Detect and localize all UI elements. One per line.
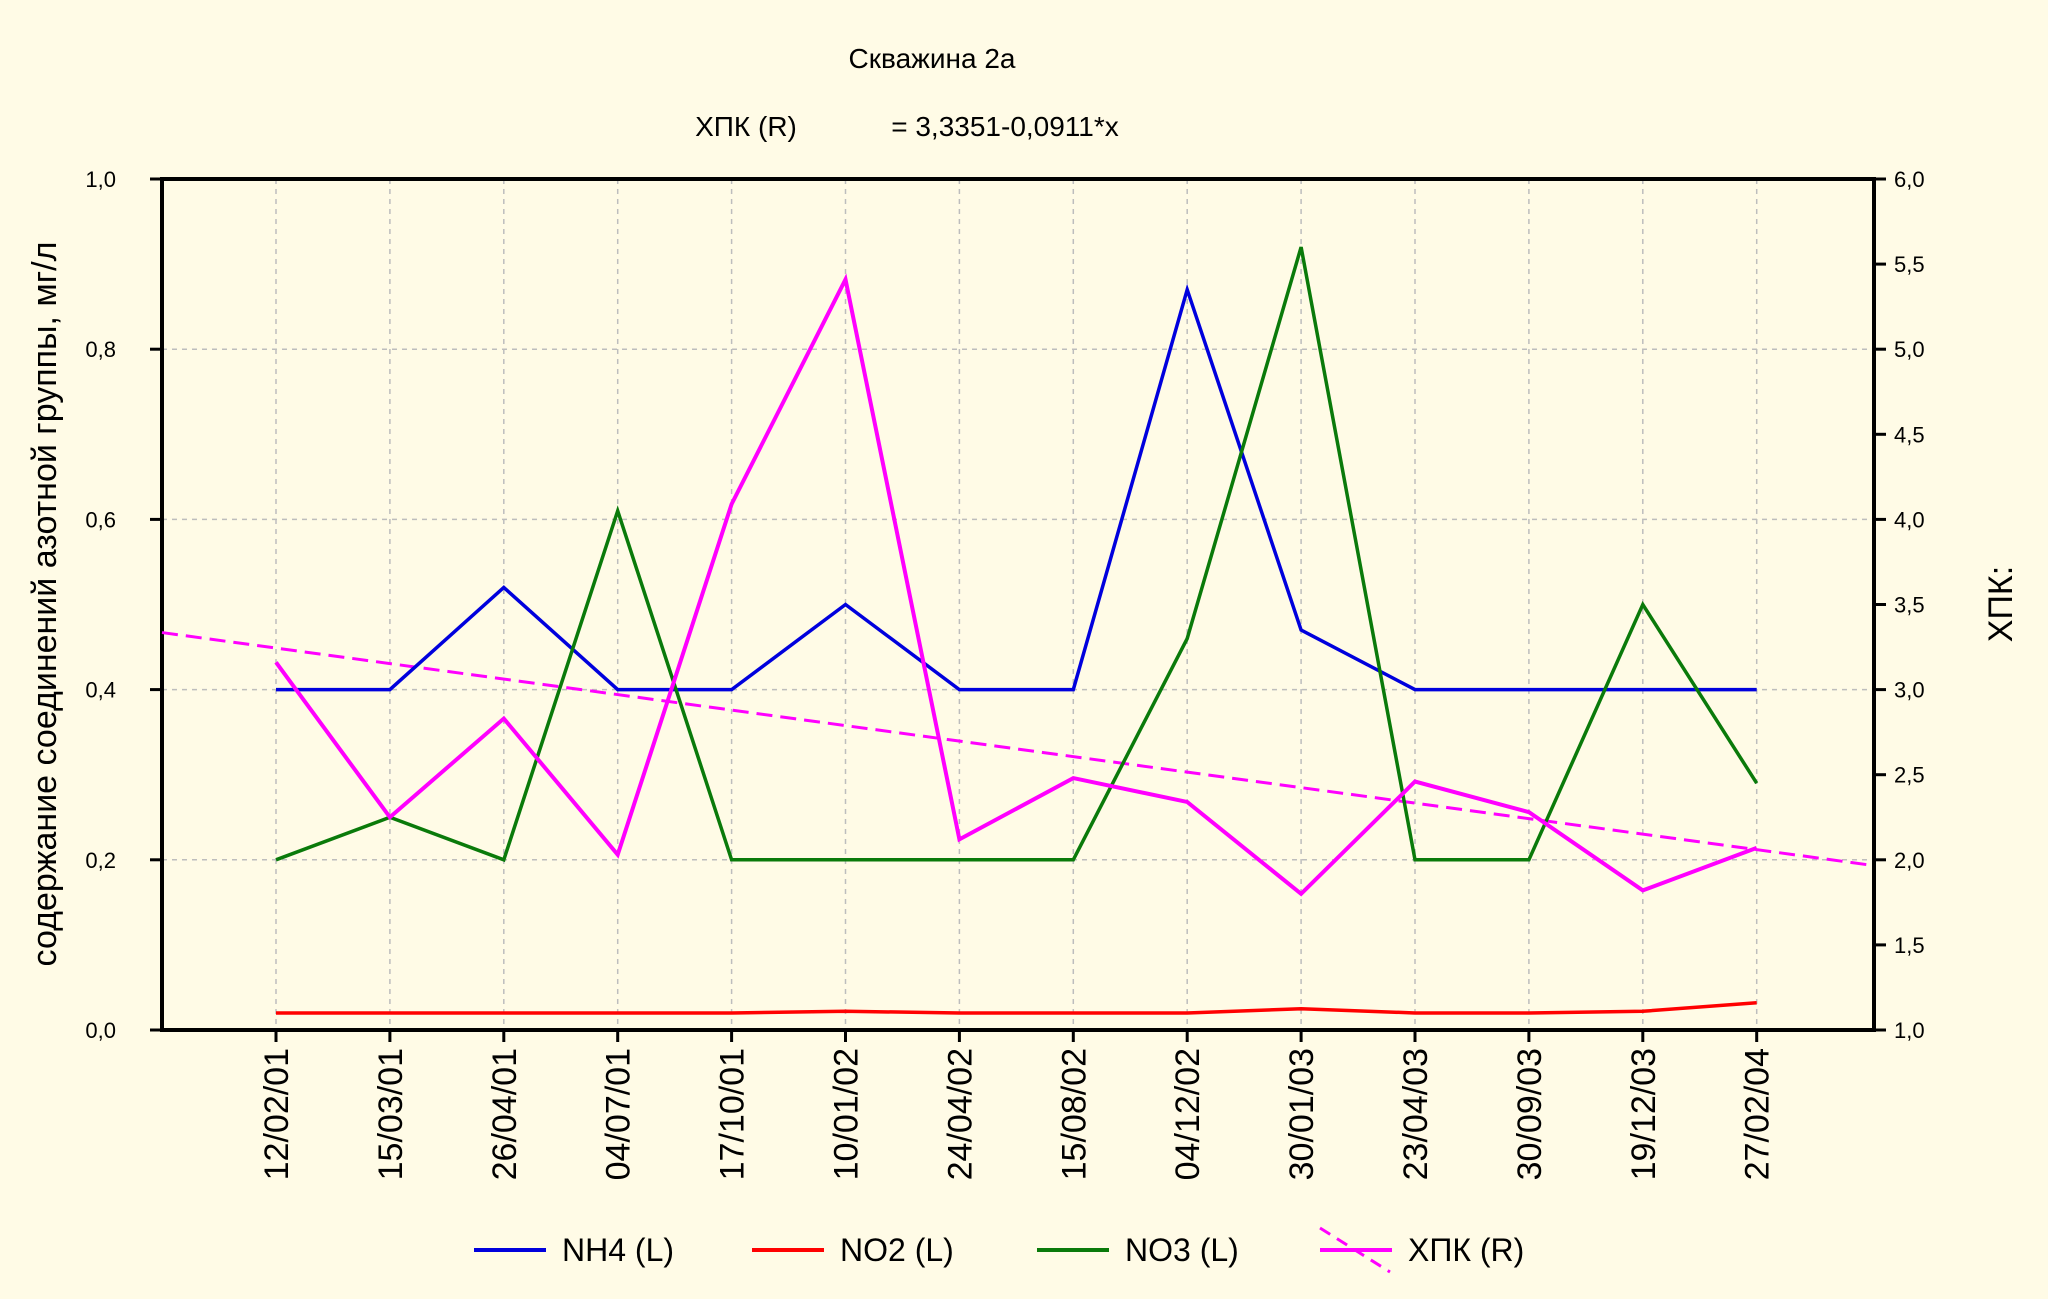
series-line-xpk bbox=[274, 273, 1758, 897]
series-line-no2 bbox=[276, 1001, 1757, 1015]
x-tick-label: 24/04/02 bbox=[941, 1048, 979, 1180]
y-left-tick-label: 0,4 bbox=[85, 678, 116, 703]
y-left-tick-label: 1,0 bbox=[85, 167, 116, 192]
y-left-tick-label: 0,6 bbox=[85, 507, 116, 532]
x-tick-label: 04/07/01 bbox=[600, 1048, 638, 1180]
legend-label-xpk: ХПК (R) bbox=[1408, 1232, 1524, 1268]
x-tick-label: 27/02/04 bbox=[1739, 1048, 1777, 1180]
y-right-tick-label: 4,0 bbox=[1894, 507, 1925, 532]
series-line-nh4 bbox=[276, 283, 1757, 692]
chart-title: Скважина 2а bbox=[849, 43, 1016, 74]
y-right-tick-label: 2,0 bbox=[1894, 848, 1925, 873]
y-right-tick-label: 5,0 bbox=[1894, 337, 1925, 362]
x-tick-label: 10/01/02 bbox=[828, 1048, 866, 1180]
legend: NH4 (L) NO2 (L) NO3 (L) ХПК (R) bbox=[474, 1226, 1524, 1274]
x-tick-label: 26/04/01 bbox=[486, 1048, 524, 1180]
chart-subtitle-left: ХПК (R) bbox=[695, 111, 797, 142]
x-tick-label: 04/12/02 bbox=[1169, 1048, 1207, 1180]
x-tick-label: 23/04/03 bbox=[1397, 1048, 1435, 1180]
legend-label-no2: NO2 (L) bbox=[840, 1232, 954, 1268]
series bbox=[161, 246, 1875, 1015]
y-right-tick-label: 6,0 bbox=[1894, 167, 1925, 192]
grid bbox=[162, 179, 1874, 1030]
y-left-tick-label: 0,0 bbox=[85, 1018, 116, 1043]
y-right-tick-label: 1,5 bbox=[1894, 933, 1925, 958]
axis-ticks: 0,0 0,2 0,4 0,6 0,8 1,0 1,0 1,5 2,0 2,5 3,0 3,5 4,0 4… bbox=[85, 167, 1924, 1180]
y-left-tick-label: 0,8 bbox=[85, 337, 116, 362]
y-axis-right-label: ХПК: bbox=[1982, 566, 2020, 642]
x-tick-label: 30/09/03 bbox=[1511, 1048, 1549, 1180]
y-right-tick-label: 1,0 bbox=[1894, 1018, 1925, 1043]
x-tick-label: 15/08/02 bbox=[1055, 1048, 1093, 1180]
x-tick-label: 12/02/01 bbox=[258, 1048, 296, 1180]
y-axis-left-label: содержание соединений азотной группы, мг… bbox=[26, 242, 64, 967]
legend-label-nh4: NH4 (L) bbox=[562, 1232, 674, 1268]
x-tick-label: 15/03/01 bbox=[372, 1048, 410, 1180]
y-right-tick-label: 3,0 bbox=[1894, 678, 1925, 703]
x-tick-label: 19/12/03 bbox=[1625, 1048, 1663, 1180]
legend-label-no3: NO3 (L) bbox=[1125, 1232, 1239, 1268]
y-right-tick-label: 5,5 bbox=[1894, 252, 1925, 277]
series-line-no3 bbox=[275, 246, 1759, 863]
y-right-tick-label: 2,5 bbox=[1894, 763, 1925, 788]
x-tick-label: 30/01/03 bbox=[1283, 1048, 1321, 1180]
x-tick-label: 17/10/01 bbox=[714, 1048, 752, 1180]
y-left-tick-label: 0,2 bbox=[85, 848, 116, 873]
y-right-tick-label: 3,5 bbox=[1894, 593, 1925, 618]
y-right-tick-label: 4,5 bbox=[1894, 422, 1925, 447]
chart-subtitle-right: = 3,3351-0,0911*x bbox=[891, 111, 1119, 142]
